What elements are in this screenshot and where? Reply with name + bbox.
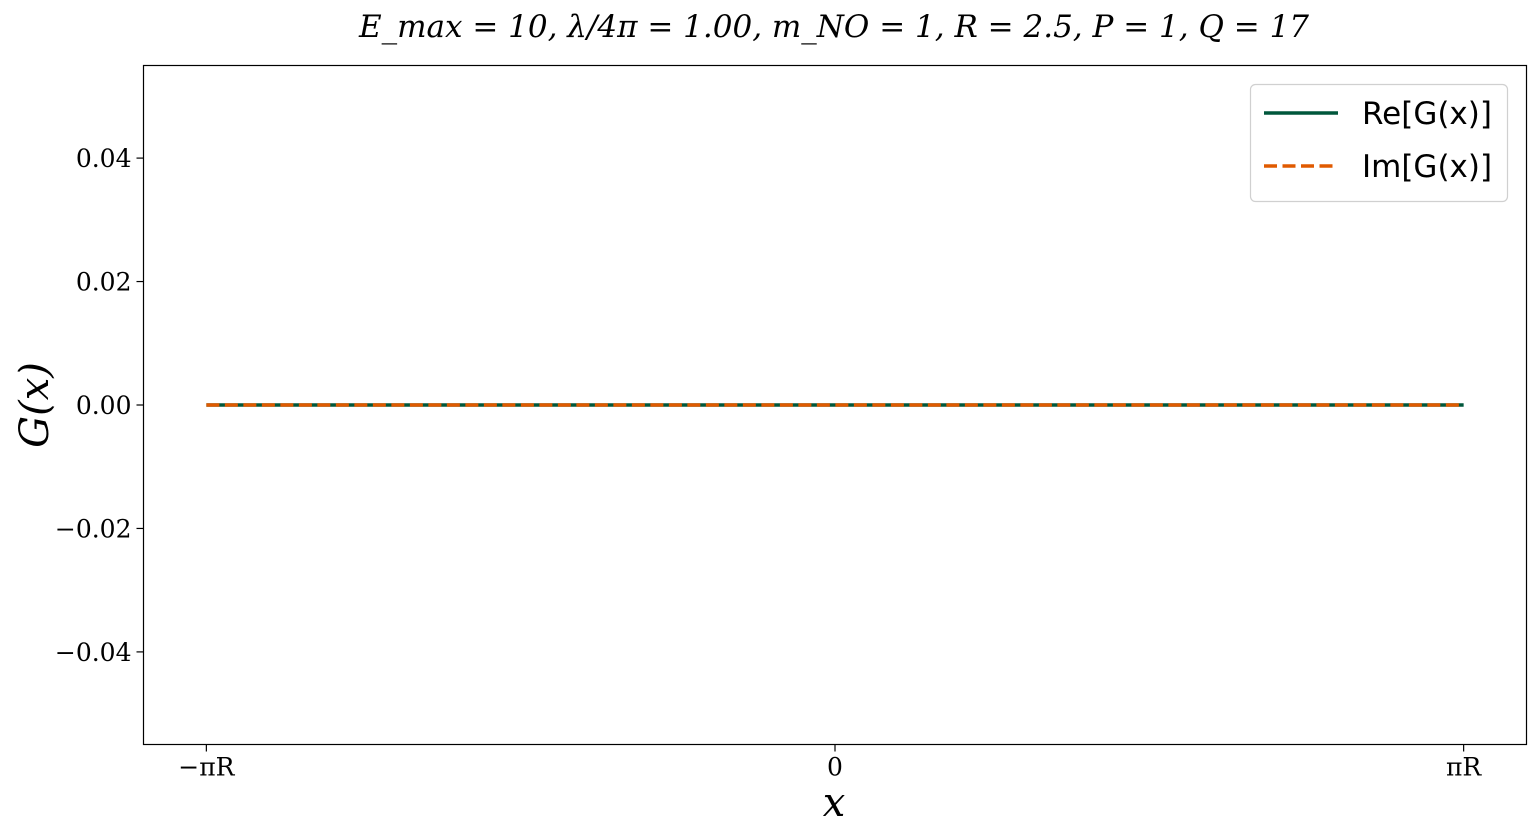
x-axis-label: x (823, 780, 846, 826)
legend-label-re: Re[G(x)] (1362, 96, 1492, 132)
legend: Re[G(x)] Im[G(x)] (1249, 83, 1509, 203)
y-tick-label: 0.02 (76, 268, 132, 297)
chart-title: E_max = 10, λ/4π = 1.00, m_NO = 1, R = 2… (358, 9, 1309, 45)
y-tick-label: 0.04 (76, 144, 132, 173)
y-tick-label: −0.02 (55, 514, 132, 543)
y-axis: 0.04 0.02 0.00 −0.02 −0.04 (55, 144, 144, 667)
x-axis: −πR 0 πR (178, 744, 1482, 782)
y-tick-label: 0.00 (76, 391, 132, 420)
legend-label-im: Im[G(x)] (1362, 149, 1492, 185)
y-tick-label: −0.04 (55, 638, 132, 667)
x-tick-label: πR (1446, 753, 1482, 782)
x-tick-label: −πR (178, 753, 235, 782)
y-axis-label: G(x) (12, 362, 58, 448)
x-tick-label: 0 (827, 753, 843, 782)
